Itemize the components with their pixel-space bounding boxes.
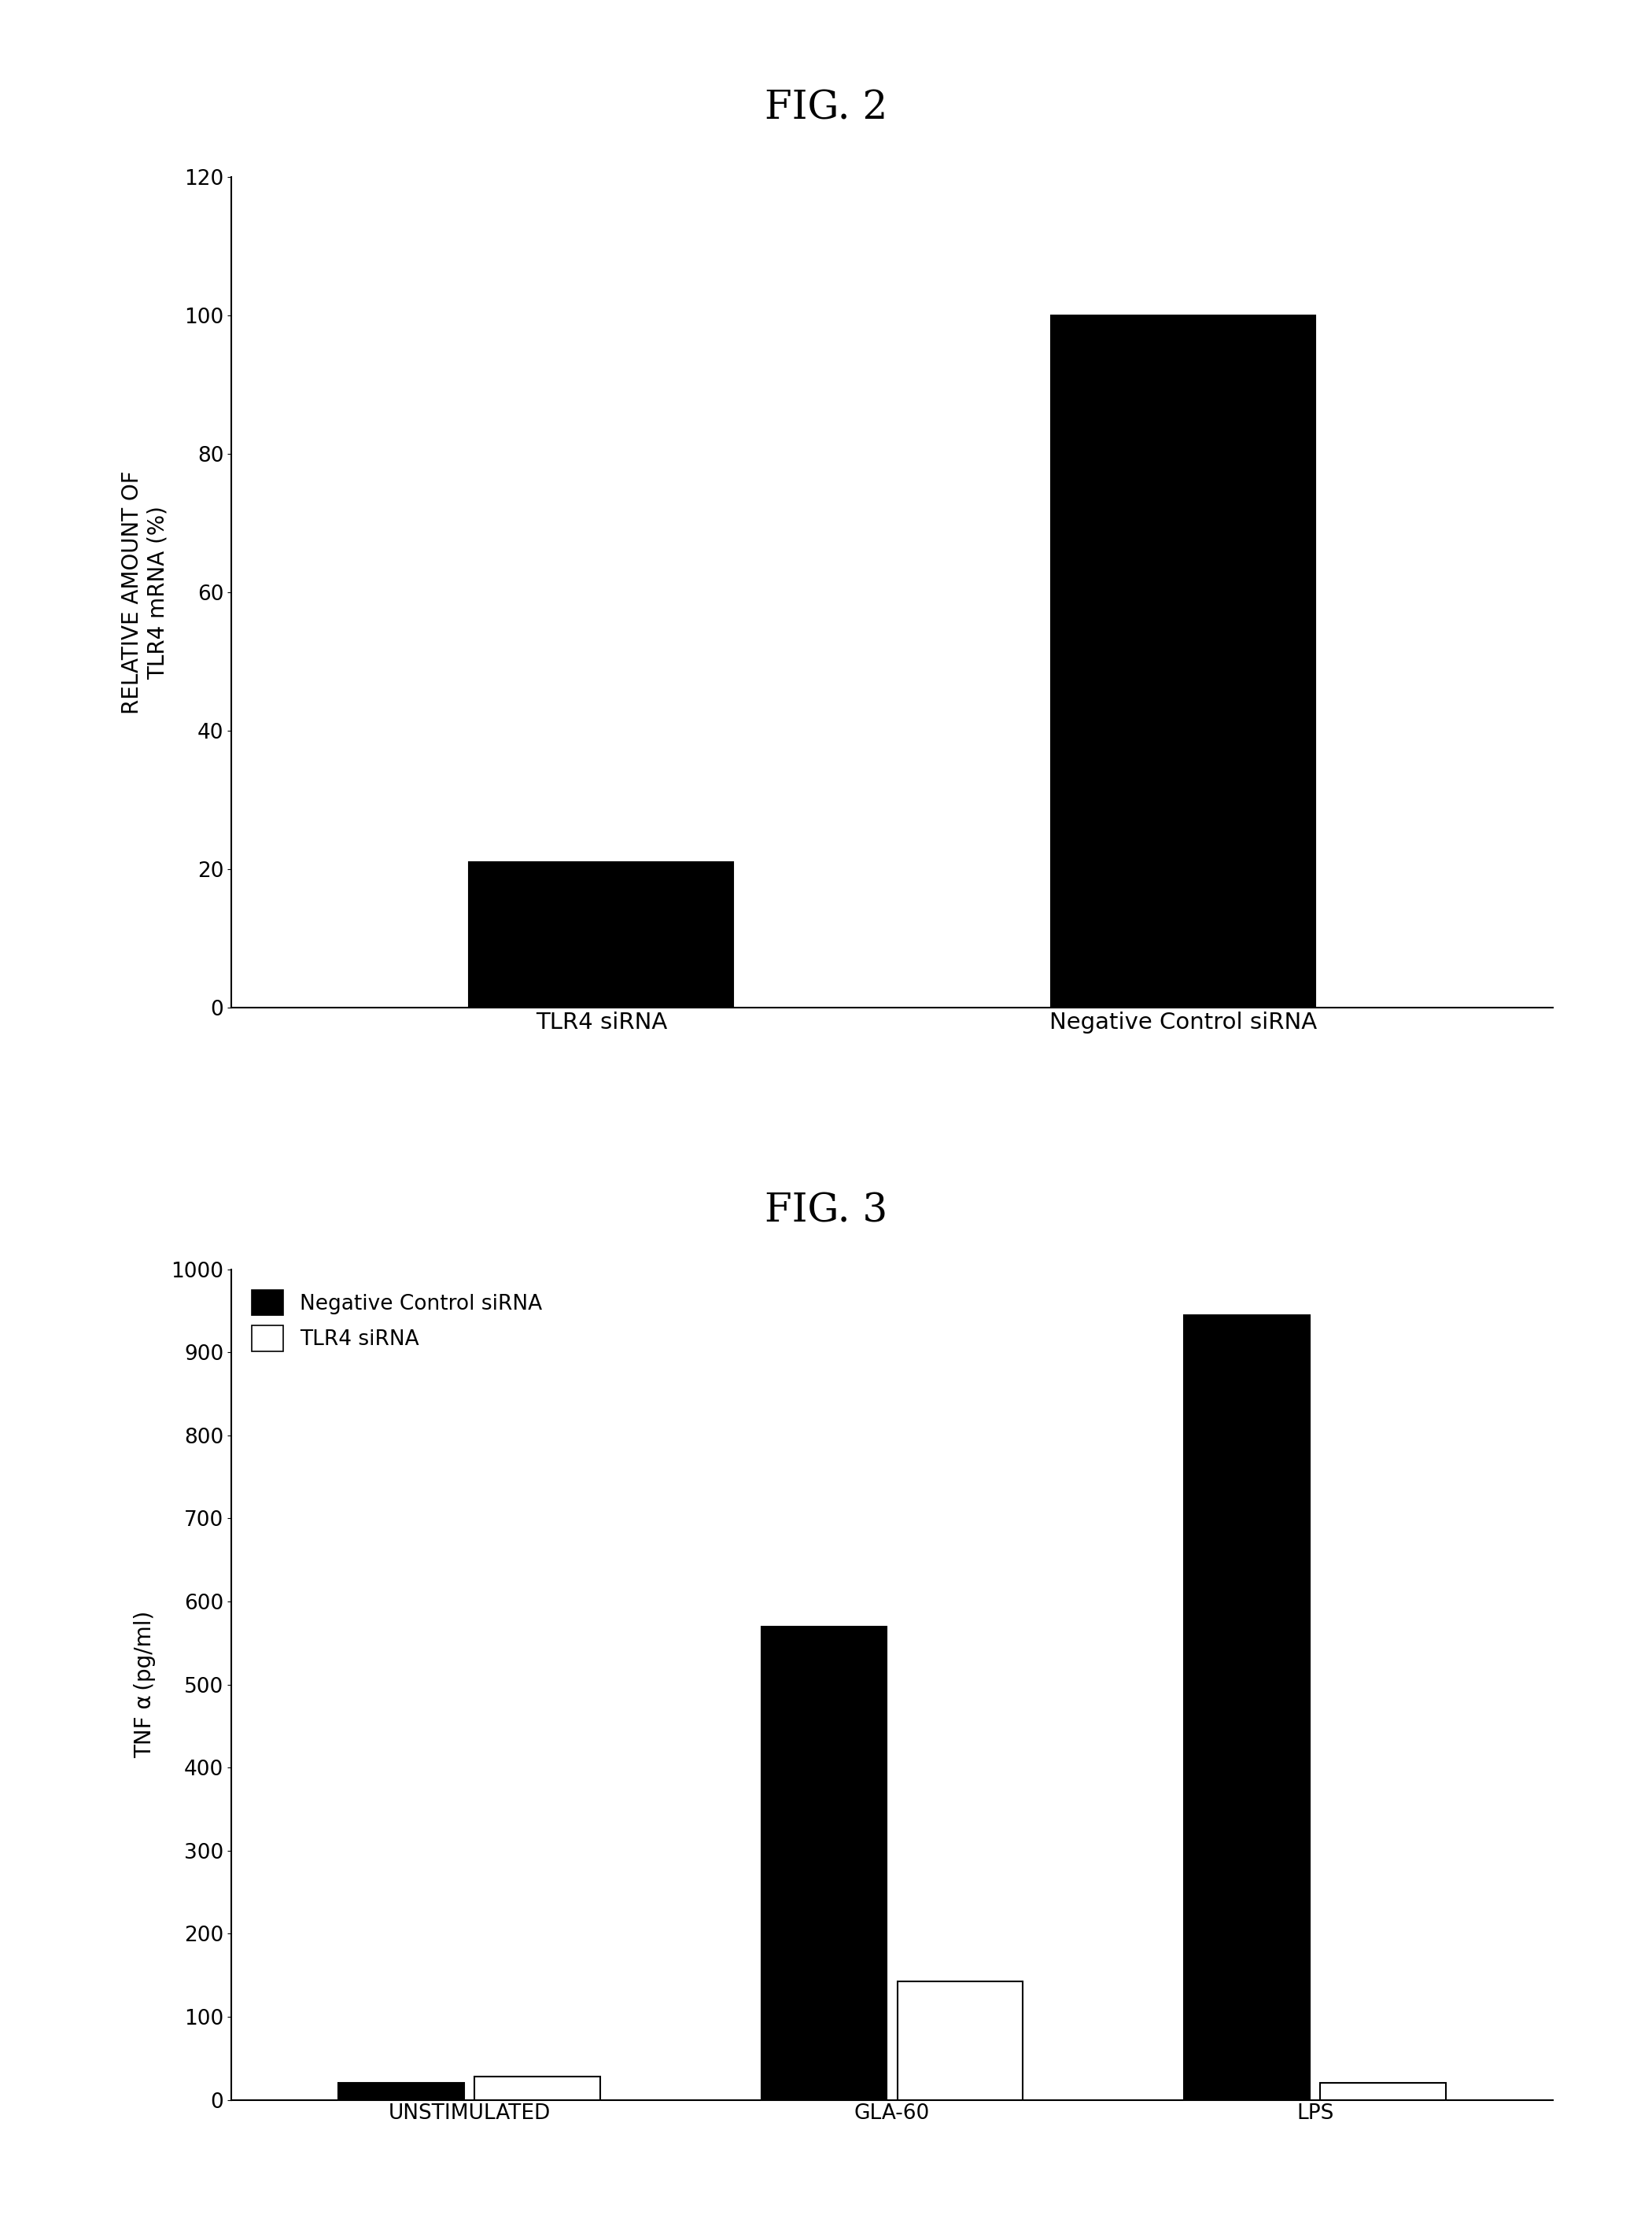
Bar [1320, 2082, 1446, 2100]
Bar [762, 1626, 887, 2100]
Y-axis label: RELATIVE AMOUNT OF
TLR4 mRNA (%): RELATIVE AMOUNT OF TLR4 mRNA (%) [121, 472, 169, 713]
Bar [897, 1980, 1023, 2100]
Text: FIG. 2: FIG. 2 [765, 89, 887, 128]
Bar [474, 2078, 600, 2100]
Bar [339, 2082, 464, 2100]
Bar [1184, 1316, 1310, 2100]
Bar [469, 862, 733, 1008]
Y-axis label: TNF α (pg/ml): TNF α (pg/ml) [134, 1610, 155, 1759]
Text: FIG. 3: FIG. 3 [765, 1192, 887, 1232]
Legend: Negative Control siRNA, TLR4 siRNA: Negative Control siRNA, TLR4 siRNA [241, 1280, 552, 1362]
Bar [1051, 315, 1315, 1008]
